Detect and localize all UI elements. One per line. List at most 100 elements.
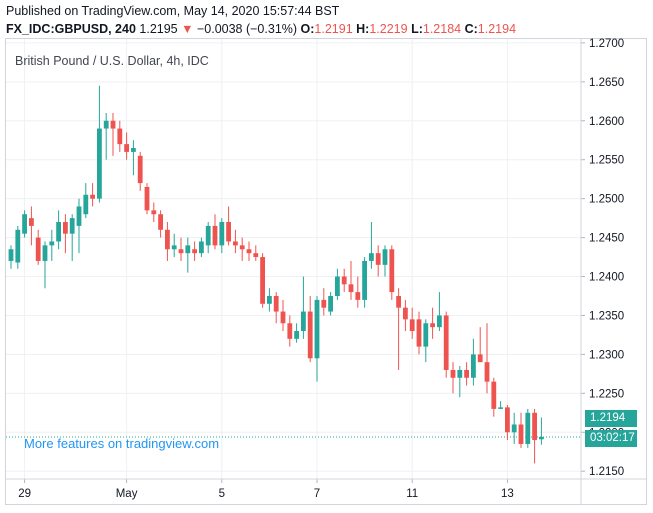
candle-body	[226, 222, 231, 242]
candle-body	[464, 369, 469, 378]
candle-body	[443, 315, 449, 370]
candle-body	[430, 323, 435, 328]
y-tick-label: 1.2550	[589, 155, 624, 167]
x-tick-label: May	[116, 488, 138, 500]
y-tick-label: 1.2600	[589, 116, 624, 128]
chart-frame	[5, 38, 647, 505]
candle-body	[409, 319, 415, 332]
open-label: O:	[300, 22, 315, 36]
candle-body	[273, 295, 279, 312]
candle-body	[403, 307, 408, 320]
y-tick-label: 1.2700	[589, 38, 624, 50]
candle-body	[307, 311, 313, 359]
candle-body	[335, 276, 340, 296]
candle-body	[171, 245, 177, 250]
x-tick-label: 7	[314, 488, 320, 500]
candle-body	[110, 120, 116, 129]
candle-body	[369, 253, 374, 261]
x-tick-label: 11	[406, 488, 418, 500]
candle-body	[505, 407, 510, 433]
candle-body	[525, 412, 531, 444]
candle-body	[287, 323, 293, 339]
candle-body	[158, 214, 163, 230]
candle-body	[253, 253, 259, 258]
candle-body	[97, 128, 102, 199]
candle-body	[375, 253, 381, 265]
candle-body	[437, 315, 442, 328]
candle-body	[29, 218, 34, 226]
y-tick-label: 1.2300	[589, 349, 624, 361]
y-tick-label: 1.2500	[589, 194, 624, 206]
candle-body	[362, 260, 367, 300]
close-label: C:	[464, 22, 478, 36]
bar-countdown-tag: 03:02:17	[585, 430, 637, 447]
down-arrow-icon: ▼	[181, 22, 194, 36]
candle-body	[539, 436, 544, 440]
candle-body	[416, 319, 422, 347]
y-tick-label: 1.2450	[589, 233, 624, 245]
symbol-info-line: FX_IDC:GBPUSD, 240 1.2195 ▼ −0.0038 (−0.…	[6, 22, 516, 36]
last-price-tag: 1.2194	[585, 410, 637, 427]
low-label: L:	[411, 22, 423, 36]
price-change: −0.0038 (−0.31%)	[196, 22, 298, 36]
y-tick-label: 1.2650	[589, 77, 624, 89]
candle-body	[192, 249, 197, 254]
symbol-name: FX_IDC:GBPUSD, 240	[6, 22, 136, 36]
candle-body	[42, 245, 48, 261]
candle-body	[165, 229, 170, 250]
x-tick-label: 13	[501, 488, 514, 500]
candle-body	[185, 245, 191, 254]
candle-body	[69, 218, 75, 234]
candle-body	[532, 412, 537, 441]
candle-body	[233, 241, 238, 246]
candle-body	[328, 295, 333, 312]
candle-body	[484, 362, 490, 382]
candle-body	[477, 354, 483, 363]
candle-body	[450, 369, 456, 378]
tradingview-link[interactable]: More features on tradingview.com	[24, 436, 220, 451]
candle-body	[205, 225, 211, 246]
candle-body	[83, 194, 89, 215]
candle-body	[457, 369, 463, 378]
published-line: Published on TradingView.com, May 14, 20…	[6, 4, 340, 18]
candle-body	[90, 194, 95, 199]
candle-body	[137, 155, 143, 184]
close-value: 1.2194	[477, 22, 517, 36]
candle-body	[212, 225, 218, 246]
candle-body	[301, 311, 306, 332]
candle-body	[178, 249, 184, 254]
candle-body	[314, 299, 320, 359]
candle-body	[199, 241, 204, 254]
candle-body	[117, 128, 123, 145]
open-value: 1.2191	[314, 22, 353, 36]
candle-body	[76, 206, 82, 226]
candle-body	[22, 214, 27, 234]
candle-body	[396, 295, 401, 308]
last-price-value: 1.2195	[139, 22, 178, 36]
candle-body	[518, 424, 524, 444]
candle-body	[348, 284, 354, 293]
y-tick-label: 1.2400	[589, 272, 624, 284]
candle-body	[8, 249, 14, 261]
candle-body	[131, 148, 136, 152]
candle-body	[260, 257, 265, 304]
y-tick-label: 1.2350	[589, 310, 624, 322]
y-tick-label: 1.2150	[589, 466, 624, 478]
candle-body	[144, 186, 150, 211]
high-label: H:	[356, 22, 370, 36]
candle-body	[511, 424, 517, 433]
candle-body	[49, 241, 55, 246]
candle-body	[151, 210, 157, 215]
candle-body	[15, 229, 21, 263]
high-value: 1.2219	[369, 22, 408, 36]
candle-body	[246, 249, 252, 254]
candle-body	[423, 323, 429, 347]
candle-body	[341, 276, 347, 285]
candle-body	[491, 381, 497, 409]
low-value: 1.2184	[422, 22, 462, 36]
candle-body	[124, 144, 129, 152]
candle-body	[35, 237, 41, 261]
candle-body	[267, 295, 272, 304]
candle-body	[471, 354, 476, 378]
